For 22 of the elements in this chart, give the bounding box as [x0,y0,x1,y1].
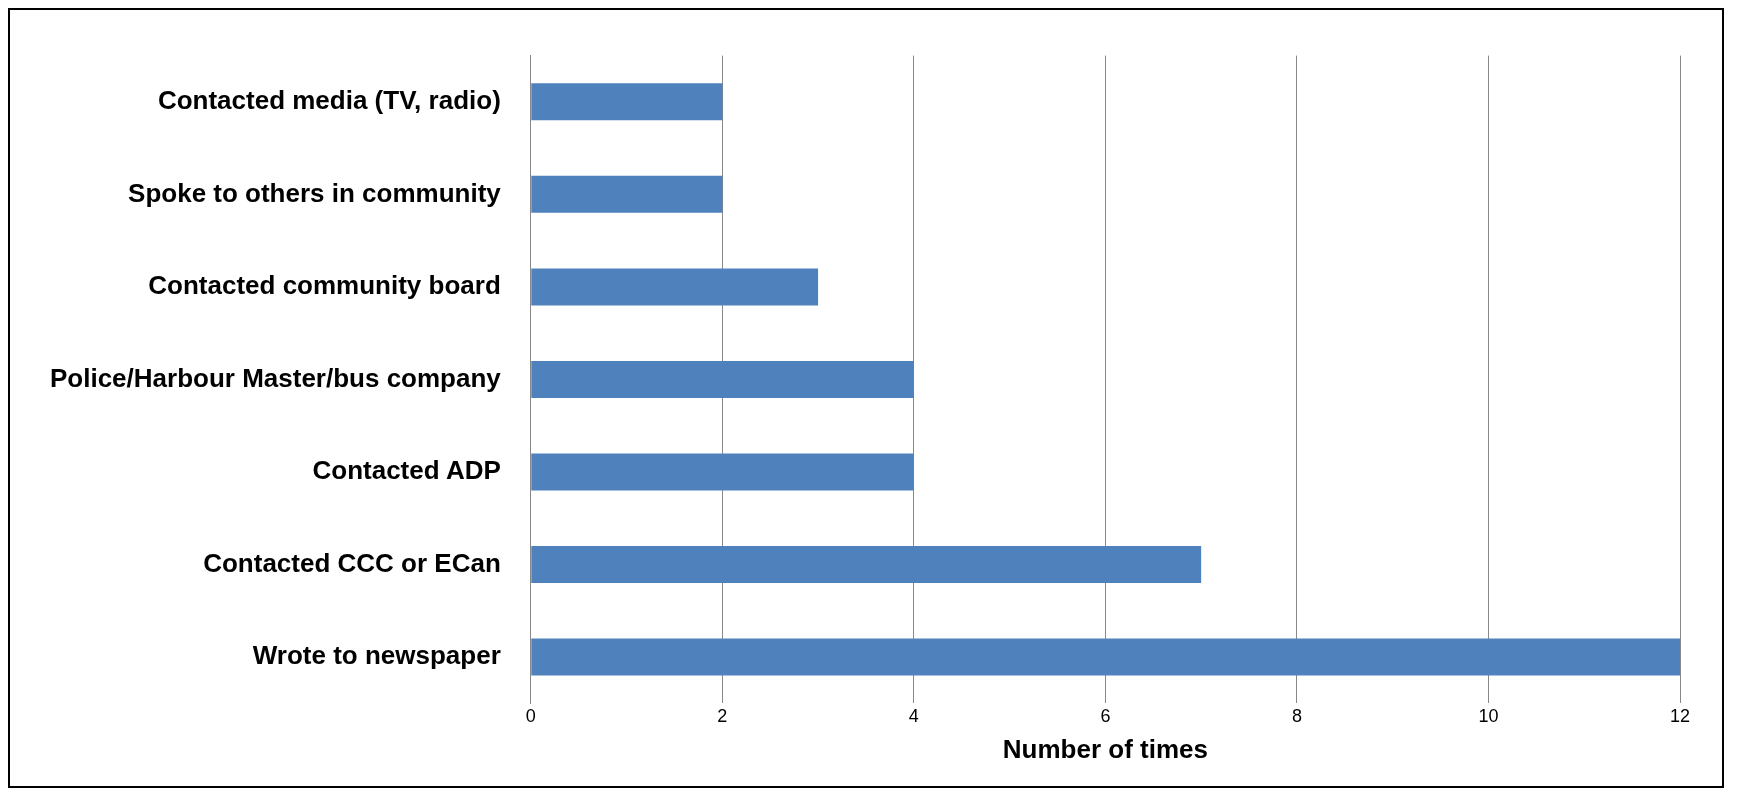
x-tick-label: 0 [525,705,536,726]
bar [531,453,914,491]
bar [531,638,1680,676]
y-tick-label: Contacted media (TV, radio) [157,85,501,116]
bar [531,268,819,306]
y-tick-label: Police/Harbour Master/bus company [49,362,502,393]
x-tick-label: 6 [1100,705,1111,726]
x-tick-label: 8 [1291,705,1302,726]
x-tick-label: 10 [1478,705,1499,726]
y-tick-label: Contacted community board [148,270,501,301]
x-axis-title: Number of times [1002,733,1208,764]
x-tick-label: 2 [717,705,728,726]
bar [531,175,723,213]
x-tick-label: 12 [1669,705,1691,726]
y-tick-label: Contacted CCC or ECan [203,547,501,578]
y-tick-label: Wrote to newspaper [252,640,501,671]
bar [531,83,723,121]
y-tick-label: Contacted ADP [312,455,501,486]
bar [531,360,914,398]
bar [531,545,1202,583]
y-tick-label: Spoke to others in community [128,177,502,208]
x-tick-label: 4 [908,705,919,726]
